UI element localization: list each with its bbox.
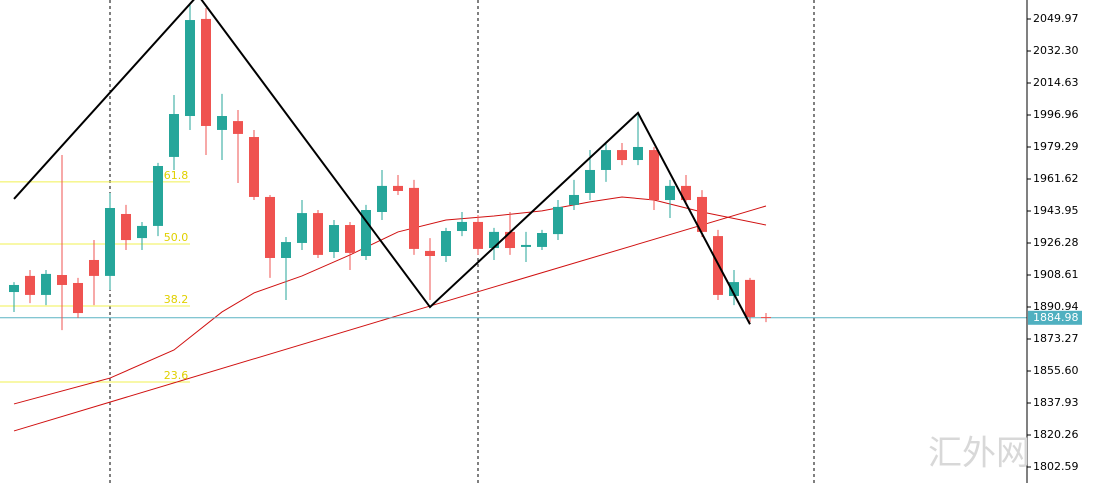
zigzag-line	[13, 0, 751, 325]
candle-body	[361, 209, 371, 256]
candle-body	[633, 146, 643, 161]
y-tick-label: 1802.59	[1033, 460, 1079, 473]
y-tick-label: 2014.63	[1033, 76, 1079, 89]
candle-body	[137, 225, 147, 239]
y-tick-label: 1855.60	[1033, 364, 1079, 377]
candle-body	[569, 194, 579, 205]
candle-body	[25, 275, 35, 295]
candle-body	[425, 250, 435, 256]
y-tick-label: 1820.26	[1033, 428, 1079, 441]
y-tick-label: 1837.93	[1033, 396, 1079, 409]
candle-body	[233, 121, 243, 134]
moving-average	[13, 205, 767, 432]
y-tick-label: 1996.96	[1033, 108, 1079, 121]
candle-body	[457, 221, 467, 232]
candle-body	[601, 150, 611, 170]
candle-body	[617, 150, 627, 161]
candle-body	[329, 225, 339, 253]
fib-level-label: 23.6	[164, 369, 189, 382]
candle-body	[537, 232, 547, 247]
candle-body	[729, 282, 739, 297]
candle-body	[265, 196, 275, 258]
y-tick-label: 1926.28	[1033, 236, 1079, 249]
y-tick-label: 2032.30	[1033, 44, 1079, 57]
candle-body	[393, 185, 403, 191]
candle-body	[489, 231, 499, 249]
candle-body	[185, 20, 195, 117]
candle-body	[377, 185, 387, 212]
candle-body	[9, 284, 19, 293]
y-tick-label: 1908.61	[1033, 268, 1079, 281]
candle-body	[585, 169, 595, 193]
candle-body	[761, 317, 771, 319]
candle-body	[169, 114, 179, 157]
y-tick-label: 1979.29	[1033, 140, 1079, 153]
y-tick-label: 1873.27	[1033, 332, 1079, 345]
y-tick-label: 1961.62	[1033, 172, 1079, 185]
y-tick-label: 1890.94	[1033, 300, 1079, 313]
candle-body	[105, 208, 115, 276]
fib-level-label: 61.8	[164, 169, 189, 182]
fib-level-label: 50.0	[164, 231, 189, 244]
candle-body	[153, 165, 163, 226]
price-axis: 2049.97 2032.30 2014.63 1996.96 1979.29 1961.…	[1027, 12, 1082, 473]
last-price-box	[1028, 310, 1082, 325]
candle-body	[89, 259, 99, 276]
candle-body	[249, 137, 259, 197]
y-tick-label: 1943.95	[1033, 204, 1079, 217]
candle-body	[313, 213, 323, 255]
candle-body	[281, 242, 291, 258]
candle-body	[57, 275, 67, 285]
candle-body	[745, 279, 755, 318]
candle-body	[41, 273, 51, 295]
candle-body	[441, 231, 451, 256]
plot-area: 61.8 50.0 38.2 23.6	[0, 0, 1027, 432]
candle-body	[505, 231, 515, 249]
y-tick-label: 2049.97	[1033, 12, 1079, 25]
candle-body	[681, 185, 691, 201]
candle-body	[665, 185, 675, 201]
candle-body	[473, 221, 483, 249]
fib-level-label: 38.2	[164, 293, 189, 306]
moving-average	[13, 196, 767, 405]
candle-body	[217, 116, 227, 130]
candle-body	[697, 196, 707, 232]
candle-body	[73, 282, 83, 314]
candle-body	[521, 244, 531, 247]
candle-body	[201, 18, 211, 126]
candle-body	[121, 213, 131, 241]
candle-body	[345, 225, 355, 253]
candle-body	[297, 213, 307, 243]
candle-body	[409, 187, 419, 249]
candle-body	[553, 206, 563, 235]
candle-body	[649, 150, 659, 201]
watermark: 汇外网	[928, 434, 1030, 474]
last-price-label: 1884.98	[1033, 311, 1079, 324]
